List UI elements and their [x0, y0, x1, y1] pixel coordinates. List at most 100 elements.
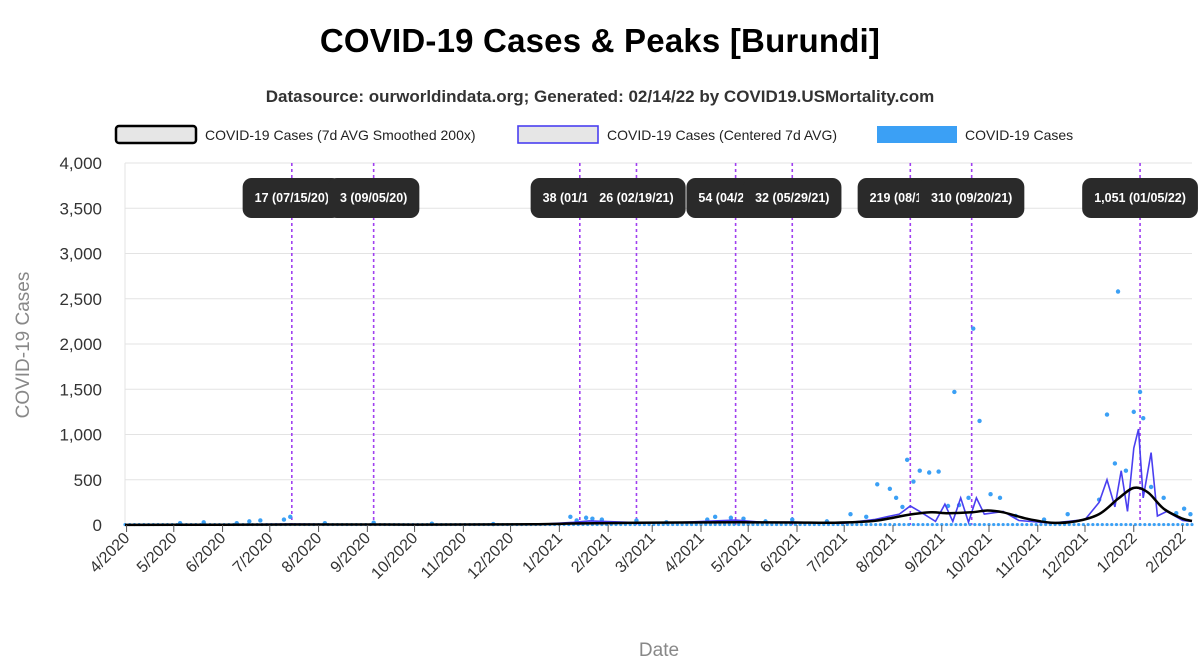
case-point — [1029, 522, 1034, 527]
case-point — [907, 522, 911, 527]
peak-label: 17 (07/15/20) — [242, 178, 341, 218]
x-tick-label: 5/2020 — [134, 530, 181, 577]
y-axis-ticks: 0 500 1,000 1,500 2,000 2,500 3,000 3,500 4,000 — [59, 154, 102, 535]
case-point — [1072, 522, 1076, 527]
peak-label: 3 (09/05/20) — [327, 178, 420, 218]
case-point — [902, 522, 906, 527]
y-tick-label: 2,000 — [59, 335, 102, 354]
cases-scatter — [123, 289, 1194, 527]
peak-label-text: 32 (05/29/21) — [755, 191, 829, 205]
y-tick-label: 2,500 — [59, 290, 102, 309]
case-point — [977, 522, 982, 527]
x-tick-label: 10/2020 — [368, 530, 421, 583]
case-point — [737, 522, 741, 527]
case-point — [685, 522, 689, 527]
case-point — [952, 389, 957, 395]
x-tick-label: 9/2020 — [328, 530, 375, 577]
y-tick-label: 3,500 — [59, 199, 102, 218]
peak-label: 310 (09/20/21) — [919, 178, 1025, 218]
case-point — [258, 518, 263, 523]
case-point — [1020, 522, 1024, 527]
peak-label-text: 310 (09/20/21) — [931, 191, 1012, 205]
case-point — [1162, 522, 1166, 527]
case-point — [997, 495, 1003, 501]
peak-label-text: 17 (07/15/20) — [255, 191, 329, 205]
case-point — [996, 522, 1001, 527]
y-tick-label: 1,500 — [59, 380, 102, 399]
case-point — [1105, 522, 1109, 527]
case-point — [1025, 522, 1029, 527]
case-point — [988, 492, 993, 497]
case-point — [789, 522, 793, 527]
case-point — [694, 522, 698, 527]
case-point — [1131, 409, 1136, 415]
x-tick-label: 1/2022 — [1094, 530, 1141, 577]
chart-subtitle: Datasource: ourworldindata.org; Generate… — [265, 87, 935, 106]
case-point — [926, 522, 930, 527]
case-point — [1124, 522, 1128, 527]
case-point — [893, 495, 899, 501]
case-point — [708, 522, 713, 527]
y-axis-title: COVID-19 Cases — [13, 272, 34, 419]
x-tick-label: 12/2020 — [464, 530, 517, 583]
case-point — [247, 519, 252, 524]
case-point — [1119, 522, 1123, 527]
case-point — [1044, 522, 1048, 527]
case-point — [1143, 522, 1147, 527]
x-tick-label: 7/2020 — [230, 530, 277, 577]
case-point — [1138, 522, 1142, 527]
centered-7d-avg-line — [124, 428, 1193, 526]
case-point — [712, 514, 718, 520]
case-point — [940, 522, 944, 527]
smoothed-7d-avg-line — [124, 486, 1193, 527]
case-point — [751, 522, 755, 527]
peak-label: 32 (05/29/21) — [743, 178, 842, 218]
case-point — [774, 522, 779, 527]
case-point — [917, 468, 922, 473]
case-point — [855, 522, 859, 527]
case-point — [1034, 522, 1038, 527]
x-tick-label: 2/2022 — [1143, 530, 1190, 577]
case-point — [966, 495, 971, 501]
x-tick-label: 1/2021 — [520, 530, 567, 577]
x-tick-label: 5/2021 — [708, 530, 755, 577]
case-point — [900, 504, 905, 510]
case-point — [741, 516, 746, 521]
x-tick-label: 9/2021 — [902, 530, 949, 577]
case-point — [992, 522, 996, 527]
case-point — [859, 522, 864, 527]
case-point — [722, 522, 727, 527]
legend-label-smoothed: COVID-19 Cases (7d AVG Smoothed 200x) — [205, 127, 476, 143]
case-point — [779, 522, 783, 527]
peak-label-bg — [743, 178, 842, 218]
case-point — [718, 522, 722, 527]
case-point — [1190, 522, 1194, 527]
case-point — [699, 522, 703, 527]
case-point — [1147, 522, 1152, 527]
case-point — [874, 522, 878, 527]
peak-label-bg — [587, 178, 686, 218]
case-point — [756, 522, 760, 527]
case-point — [732, 522, 736, 527]
case-point — [1137, 389, 1143, 395]
legend-swatch-smoothed — [114, 124, 198, 145]
case-point — [1081, 522, 1086, 527]
case-point — [944, 522, 949, 527]
case-point — [911, 522, 916, 527]
case-point — [1095, 522, 1100, 527]
y-tick-label: 500 — [74, 471, 102, 490]
case-point — [1133, 522, 1137, 527]
case-point — [568, 514, 573, 520]
x-tick-label: 4/2021 — [661, 530, 708, 577]
case-point — [926, 470, 932, 475]
case-point — [864, 522, 868, 527]
x-tick-label: 3/2021 — [612, 530, 659, 577]
case-point — [765, 522, 769, 527]
case-point — [746, 522, 750, 527]
x-axis-ticks: 4/2020 5/2020 6/2020 7/2020 8/2020 9/202010/2… — [87, 525, 1190, 583]
peak-label-bg — [242, 178, 341, 218]
case-point — [1001, 522, 1005, 527]
case-point — [1176, 522, 1180, 527]
case-point — [1185, 522, 1189, 527]
case-point — [921, 522, 925, 527]
